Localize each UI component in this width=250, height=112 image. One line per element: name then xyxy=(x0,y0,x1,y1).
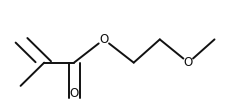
Text: O: O xyxy=(70,87,79,100)
Text: O: O xyxy=(99,33,108,46)
Text: O: O xyxy=(184,56,193,69)
